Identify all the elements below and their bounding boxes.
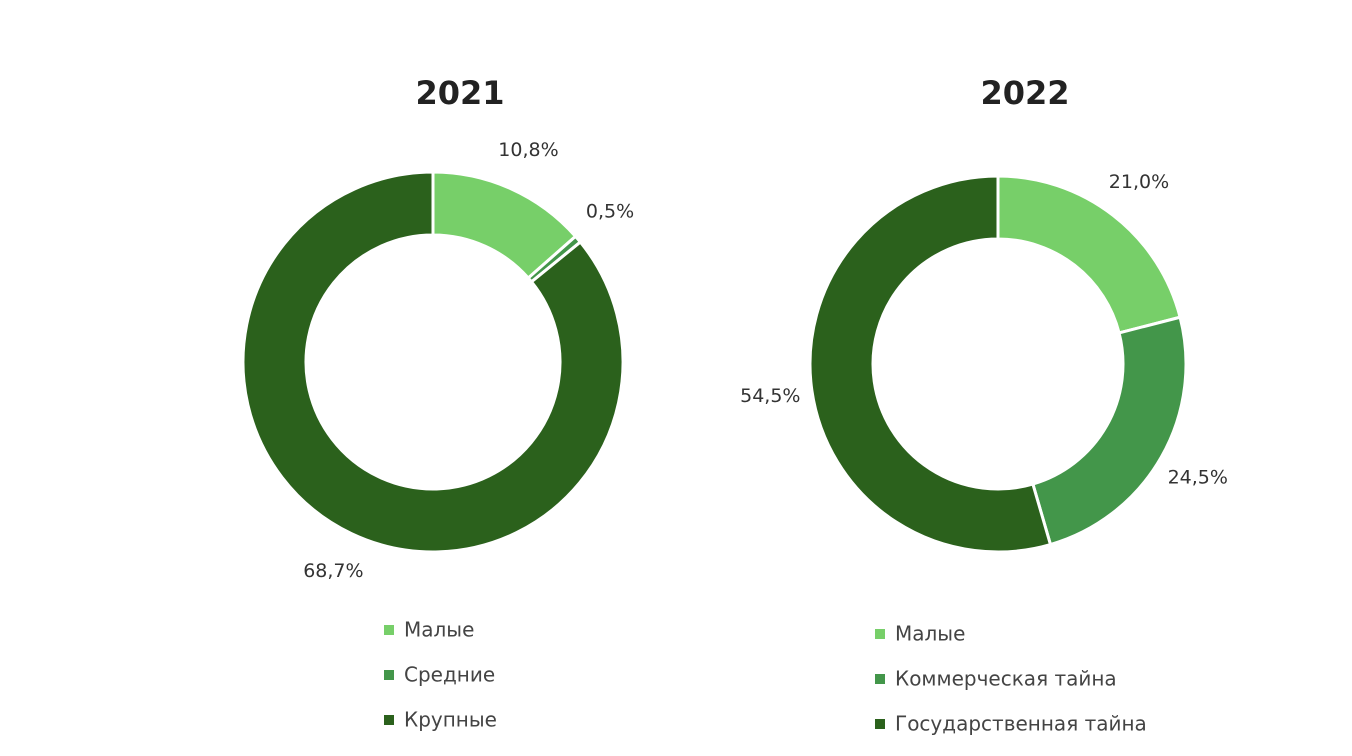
legend-swatch — [875, 719, 885, 729]
legend-label: Средние — [404, 663, 495, 687]
donut-segment — [1031, 315, 1188, 547]
legend-swatch — [384, 625, 394, 635]
legend-label: Государственная тайна — [895, 712, 1147, 736]
data-label: 10,8% — [498, 139, 558, 161]
legend-label: Малые — [895, 622, 965, 646]
data-label: 24,5% — [1168, 466, 1228, 488]
legend-swatch — [384, 715, 394, 725]
legend-swatch — [875, 674, 885, 684]
chart-title: 2021 — [415, 74, 504, 112]
legend-label: Малые — [404, 618, 474, 642]
legend-swatch — [384, 670, 394, 680]
donut-segment — [241, 170, 625, 554]
chart-title: 2022 — [980, 74, 1069, 112]
legend-label: Коммерческая тайна — [895, 667, 1117, 691]
donut-segment — [808, 174, 1053, 554]
legend-label: Крупные — [404, 708, 497, 732]
data-label: 0,5% — [586, 201, 634, 223]
donut-segment — [996, 174, 1182, 335]
legend-swatch — [875, 629, 885, 639]
data-label: 21,0% — [1109, 171, 1169, 193]
data-label: 68,7% — [303, 560, 363, 582]
data-label: 54,5% — [740, 385, 800, 407]
